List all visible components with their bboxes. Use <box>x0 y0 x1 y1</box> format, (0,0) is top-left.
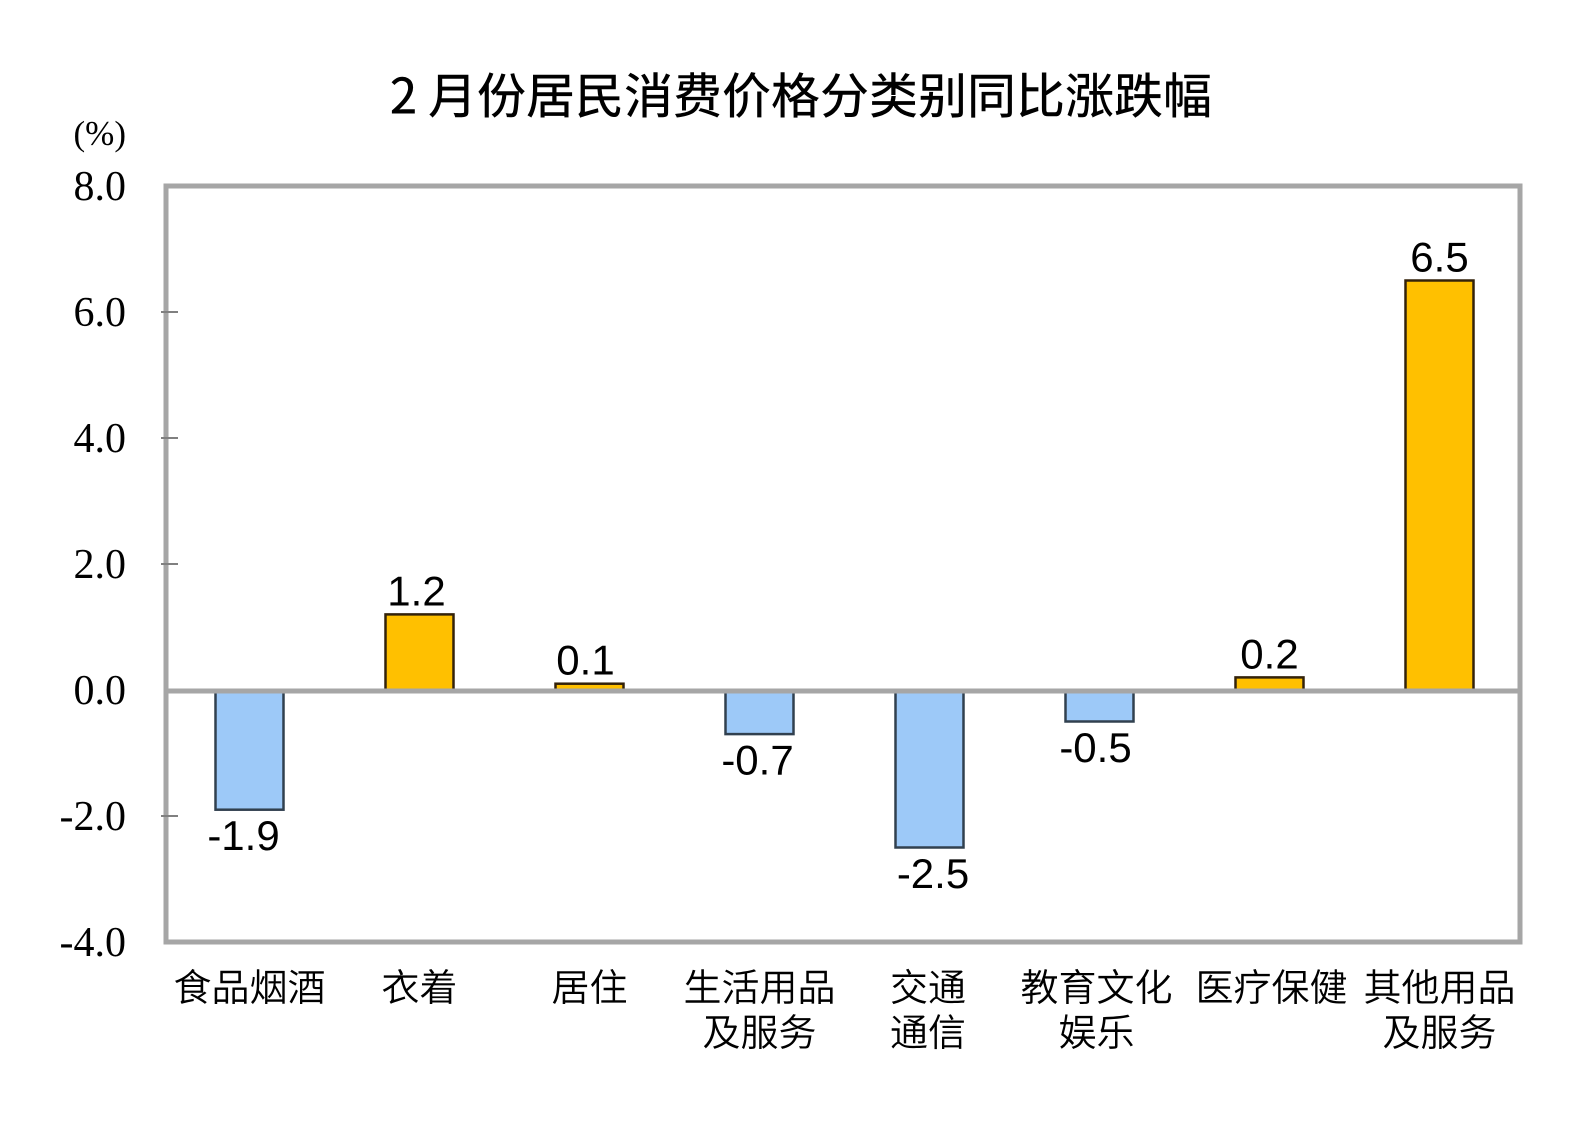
svg-text:0.1: 0.1 <box>556 637 614 684</box>
svg-text:(%): (%) <box>74 114 126 153</box>
svg-text:6.5: 6.5 <box>1410 234 1468 281</box>
svg-text:0.0: 0.0 <box>74 668 127 714</box>
svg-text:-1.9: -1.9 <box>207 812 279 859</box>
svg-text:2.0: 2.0 <box>74 542 127 588</box>
svg-text:-4.0: -4.0 <box>60 920 127 966</box>
svg-text:0.2: 0.2 <box>1240 630 1298 677</box>
svg-text:-0.7: -0.7 <box>721 737 793 784</box>
svg-text:-2.5: -2.5 <box>897 850 969 897</box>
svg-text:1.2: 1.2 <box>387 567 445 614</box>
svg-text:4.0: 4.0 <box>74 416 127 462</box>
svg-text:-2.0: -2.0 <box>60 794 127 840</box>
svg-text:-0.5: -0.5 <box>1059 724 1131 771</box>
svg-text:6.0: 6.0 <box>74 290 127 336</box>
svg-text:8.0: 8.0 <box>74 164 127 210</box>
